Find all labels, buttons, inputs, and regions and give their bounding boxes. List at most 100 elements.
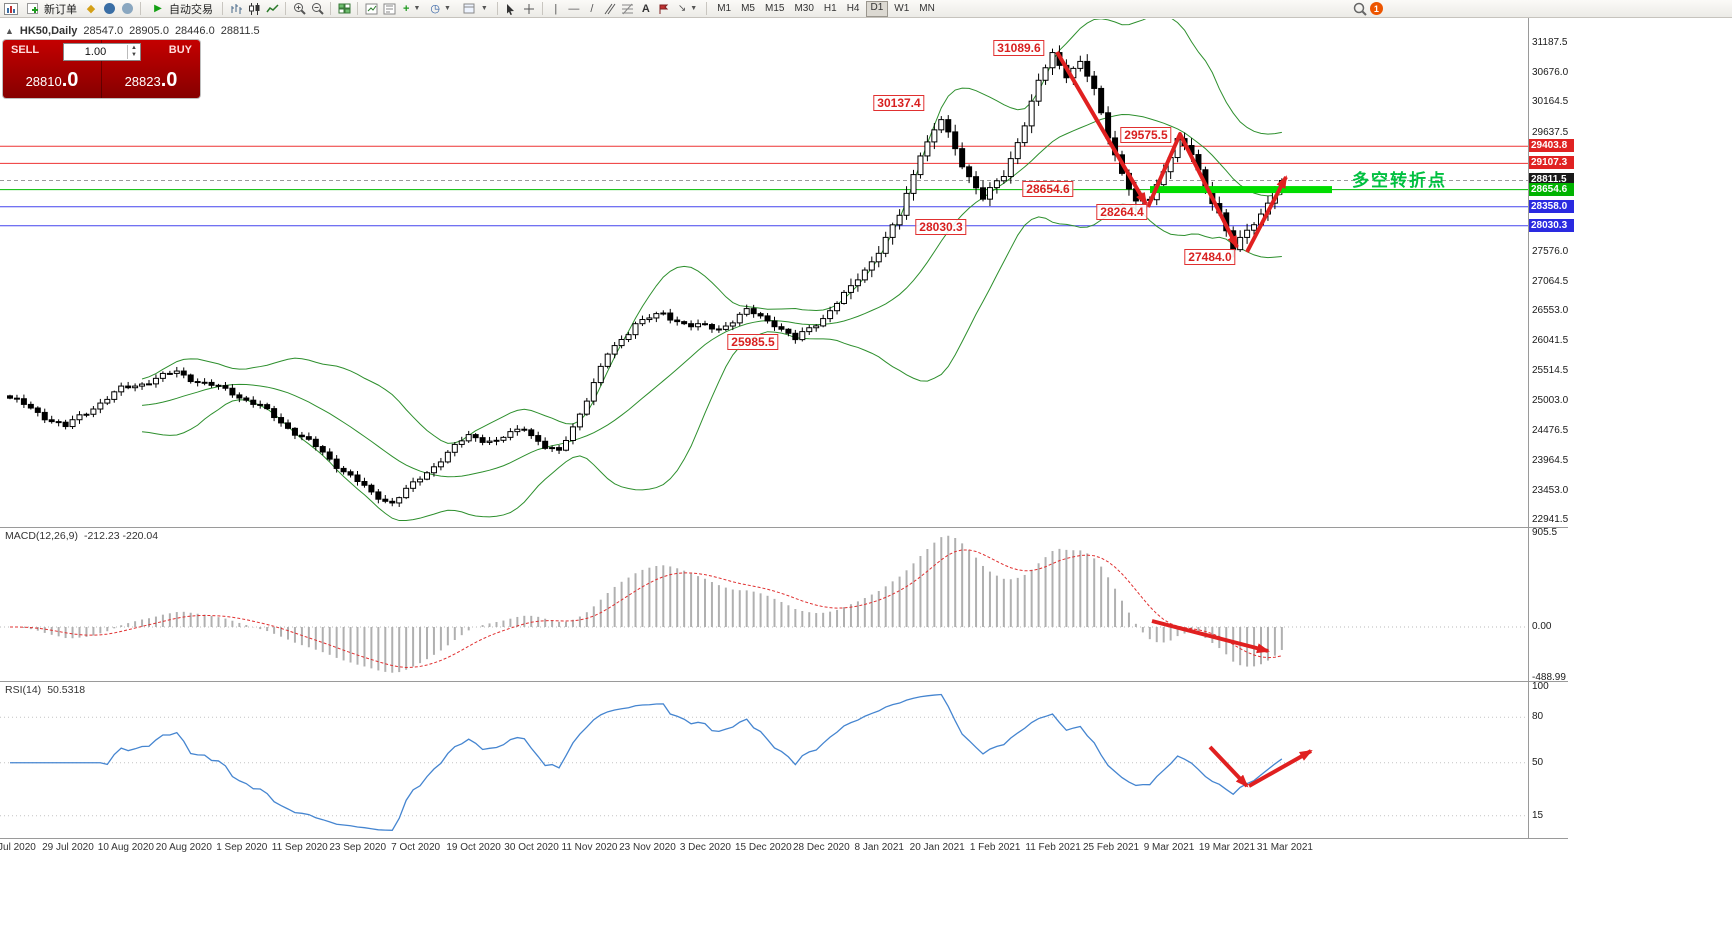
rsi-indicator-title: RSI(14) 50.5318 bbox=[5, 684, 85, 696]
collapse-panel-arrow[interactable]: ▲ bbox=[5, 26, 14, 36]
macd-trend-arrow[interactable] bbox=[1151, 619, 1270, 654]
channel-tool-icon[interactable] bbox=[602, 1, 618, 16]
mql5-icon[interactable]: ◆ bbox=[86, 3, 96, 15]
macd-pane bbox=[0, 535, 1528, 673]
tile-windows-icon[interactable] bbox=[336, 1, 352, 16]
rsi-axis-label: 80 bbox=[1532, 711, 1544, 723]
candlestick-chart-icon[interactable] bbox=[246, 1, 262, 16]
zigzag-arrow[interactable] bbox=[1146, 132, 1239, 249]
auto-trading-button[interactable]: ▶ 自动交易 bbox=[146, 1, 217, 16]
zoom-in-icon[interactable] bbox=[291, 1, 307, 16]
date-label: 25 Feb 2021 bbox=[1082, 842, 1140, 853]
chevron-down-icon: ▼ bbox=[690, 5, 698, 12]
text-label-tool-icon[interactable] bbox=[656, 1, 672, 16]
date-label: 20 Jan 2021 bbox=[909, 842, 965, 853]
price-annotation-label[interactable]: 28654.6 bbox=[1022, 181, 1074, 197]
price-annotation-label[interactable]: 28030.3 bbox=[915, 219, 967, 235]
price-annotation-label[interactable]: 30137.4 bbox=[873, 95, 925, 111]
new-order-button[interactable]: 新订单 bbox=[21, 1, 81, 16]
vertical-line-tool-icon[interactable]: | bbox=[554, 2, 558, 15]
macd-axis-label: 0.00 bbox=[1532, 621, 1552, 632]
text-tool-icon[interactable]: A bbox=[641, 2, 650, 15]
volume-input[interactable] bbox=[64, 45, 127, 59]
date-label: 3 Dec 2020 bbox=[679, 842, 731, 853]
price-annotation-label[interactable]: 28264.4 bbox=[1096, 204, 1148, 220]
rsi-arrow-up[interactable] bbox=[1248, 749, 1313, 788]
trendline-tool-icon[interactable]: / bbox=[590, 2, 594, 15]
search-icon[interactable] bbox=[1352, 1, 1368, 16]
toolbar-separator bbox=[357, 2, 358, 15]
help-icon[interactable] bbox=[119, 1, 135, 16]
cursor-tool-icon[interactable] bbox=[503, 1, 519, 16]
date-label: 19 Oct 2020 bbox=[446, 842, 501, 853]
volume-up-button[interactable]: ▲ bbox=[131, 45, 137, 51]
volume-field: ▲▼ bbox=[63, 43, 141, 61]
fibonacci-tool-icon[interactable] bbox=[620, 1, 636, 16]
strategy-tester-icon[interactable] bbox=[381, 1, 397, 16]
rsi-label: RSI(14) bbox=[5, 684, 42, 696]
date-label: 29 Jul 2020 bbox=[42, 842, 94, 853]
price-axis-tag: 29107.3 bbox=[1529, 156, 1574, 170]
downtrend-arrow-1[interactable] bbox=[1055, 50, 1148, 206]
timeframe-toolbar: M1 M5 M15 M30 H1 H4 D1 W1 MN bbox=[712, 0, 940, 17]
data-window-icon[interactable] bbox=[363, 1, 379, 16]
timeframe-button-h4[interactable]: H4 bbox=[846, 2, 860, 14]
crosshair-tool-icon[interactable] bbox=[521, 1, 537, 16]
macd-label: MACD(12,26,9) bbox=[5, 530, 78, 542]
timeframe-button-h1[interactable]: H1 bbox=[823, 2, 837, 14]
macd-axis-label: -488.99 bbox=[1532, 671, 1566, 683]
price-annotation-label[interactable]: 27484.0 bbox=[1184, 249, 1236, 265]
turning-point-annotation[interactable]: 多空转折点 bbox=[1352, 171, 1447, 190]
price-axis-label: 25514.5 bbox=[1532, 365, 1569, 377]
timeframe-button-mn[interactable]: MN bbox=[919, 2, 935, 14]
price-axis-label: 30676.0 bbox=[1532, 66, 1569, 78]
toolbar-separator bbox=[706, 2, 708, 15]
one-click-trading-panel: SELL 28810.0 BUY 28823.0 ▲▼ bbox=[3, 40, 200, 98]
rsi-arrow-down[interactable] bbox=[1208, 745, 1249, 788]
timeframe-button-w1[interactable]: W1 bbox=[894, 2, 910, 14]
price-axis-label: 23964.5 bbox=[1532, 454, 1569, 466]
arrow-shape-icon: ↘ bbox=[677, 3, 687, 14]
community-icon[interactable] bbox=[101, 1, 117, 16]
timeframe-button-d1[interactable]: D1 bbox=[865, 0, 889, 17]
volume-down-button[interactable]: ▼ bbox=[131, 52, 137, 58]
macd-values: -212.23 -220.04 bbox=[83, 530, 159, 542]
timeframe-button-m30[interactable]: M30 bbox=[794, 2, 814, 14]
uptrend-arrow[interactable] bbox=[1245, 175, 1288, 253]
timeframe-button-m1[interactable]: M1 bbox=[717, 2, 732, 14]
bar-chart-icon[interactable] bbox=[228, 1, 244, 16]
price-axis-tag: 28030.3 bbox=[1529, 218, 1574, 232]
price-annotation-label[interactable]: 29575.5 bbox=[1120, 127, 1172, 143]
date-label: 28 Dec 2020 bbox=[792, 842, 850, 853]
rsi-pane bbox=[0, 693, 1528, 831]
date-label: 31 Mar 2021 bbox=[1256, 842, 1313, 853]
chart-window-icon[interactable] bbox=[3, 1, 19, 16]
price-axis-tag: 28654.6 bbox=[1529, 182, 1574, 196]
support-line-segment[interactable] bbox=[1150, 186, 1332, 194]
price-annotation-label[interactable]: 31089.6 bbox=[993, 40, 1045, 56]
templates-button[interactable]: ▼ bbox=[457, 1, 492, 16]
timeframe-button-m5[interactable]: M5 bbox=[741, 2, 755, 14]
buy-button[interactable]: BUY 28823.0 bbox=[102, 40, 200, 98]
notification-badge[interactable]: 1 bbox=[1369, 2, 1383, 15]
chevron-down-icon: ▼ bbox=[443, 5, 451, 12]
toolbar-separator bbox=[330, 2, 331, 15]
date-label: 20 Aug 2020 bbox=[155, 842, 212, 853]
toolbar-separator bbox=[222, 2, 223, 15]
main-toolbar: 新订单 ◆ ▶ 自动交易 bbox=[0, 0, 1732, 18]
date-label: 9 Mar 2021 bbox=[1143, 842, 1195, 853]
horizontal-line-tool-icon[interactable]: — bbox=[568, 2, 580, 15]
arrows-tool-button[interactable]: ↘ ▼ bbox=[674, 1, 701, 16]
zoom-out-icon[interactable] bbox=[309, 1, 325, 16]
date-label: 30 Oct 2020 bbox=[504, 842, 559, 853]
line-chart-icon[interactable] bbox=[264, 1, 280, 16]
timeframes-dropdown-button[interactable]: ◷ ▼ bbox=[426, 1, 455, 16]
price-axis-label: 23453.0 bbox=[1532, 484, 1569, 496]
price-annotation-label[interactable]: 25985.5 bbox=[727, 334, 779, 350]
toolbar-separator bbox=[285, 2, 286, 15]
timeframe-button-m15[interactable]: M15 bbox=[765, 2, 785, 14]
sell-button[interactable]: SELL 28810.0 bbox=[3, 40, 102, 98]
add-indicator-button[interactable]: + ▼ bbox=[403, 2, 421, 15]
rsi-line bbox=[10, 693, 1283, 831]
